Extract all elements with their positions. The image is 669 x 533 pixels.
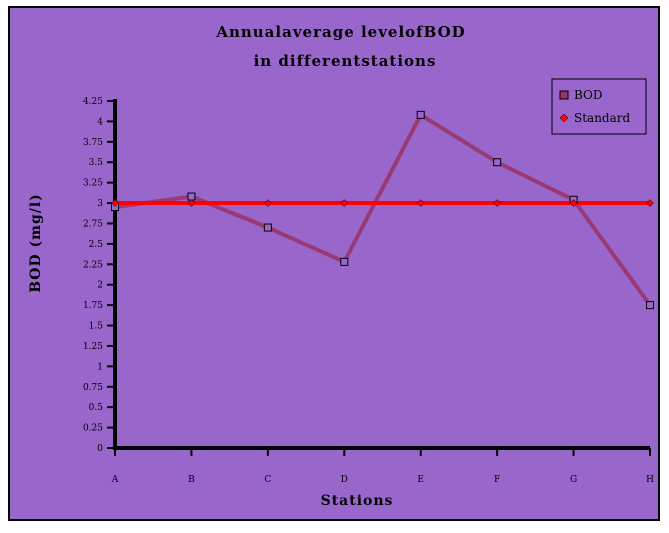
y-axis-label: BOD (mg/l): [28, 193, 44, 293]
y-tick-label: 3: [97, 199, 103, 209]
y-tick-label: 3.5: [89, 158, 104, 168]
y-tick-label: 0: [97, 444, 103, 454]
y-tick-label: 3.25: [83, 179, 103, 189]
legend-box: [551, 78, 647, 135]
y-tick-label: 2: [97, 281, 103, 291]
x-tick-label: B: [188, 475, 195, 485]
y-tick-label: 0.5: [89, 403, 104, 413]
y-tick-label: 1.5: [89, 322, 104, 332]
y-tick-label: 0.75: [83, 383, 103, 393]
x-axis-ticks: A B C D E F G H: [111, 448, 654, 485]
standard-point: [416, 199, 425, 207]
standard-point: [111, 199, 119, 207]
x-tick-label: F: [494, 475, 500, 485]
axes: [113, 99, 650, 450]
y-tick-label: 0.25: [83, 424, 103, 434]
legend-bod-label: BOD: [574, 88, 603, 102]
x-tick-label: G: [570, 475, 577, 485]
standard-point: [340, 199, 349, 207]
series-markers: [111, 110, 654, 310]
y-tick-label: 1.25: [83, 342, 103, 352]
x-tick-label: D: [341, 475, 348, 485]
bod-point: [416, 110, 425, 119]
x-axis-label: Stations: [321, 493, 394, 509]
y-tick-label: 2.25: [83, 260, 103, 270]
y-tick-label: 4.25: [83, 97, 103, 107]
chart-title-line-2: in differentstations: [254, 52, 437, 70]
y-tick-label: 1.75: [83, 301, 103, 311]
bod-point: [263, 223, 272, 232]
legend: BOD Standard: [551, 78, 647, 135]
y-axis-ticks: 0 0.25 0.5 0.75 1 1.25 1.5 1.75 2 2.25 2.5 2.75 3 3.2…: [83, 97, 115, 454]
standard-point: [264, 199, 272, 207]
series-lines: [114, 112, 652, 307]
chart-title-line-1: Annualaverage levelofBOD: [215, 23, 465, 41]
y-tick-label: 3.75: [83, 138, 103, 148]
standard-point: [646, 199, 654, 207]
x-tick-label: H: [646, 475, 654, 485]
legend-standard-marker: [559, 113, 569, 123]
series-line-bod: [114, 112, 652, 307]
y-tick-label: 4: [97, 117, 103, 127]
legend-bod-marker: [559, 90, 569, 100]
y-tick-label: 2.5: [89, 240, 104, 250]
standard-point: [187, 199, 196, 207]
bod-point: [340, 257, 349, 266]
bod-point: [187, 192, 196, 201]
x-tick-label: E: [417, 475, 424, 485]
bod-point: [646, 301, 654, 310]
standard-point: [569, 199, 578, 207]
x-tick-label: C: [264, 475, 271, 485]
x-tick-label: A: [111, 475, 119, 485]
y-tick-label: 2.75: [83, 219, 103, 229]
y-tick-label: 1: [97, 362, 103, 372]
bod-point: [493, 158, 502, 167]
legend-standard-label: Standard: [574, 111, 630, 125]
standard-point: [493, 199, 501, 207]
